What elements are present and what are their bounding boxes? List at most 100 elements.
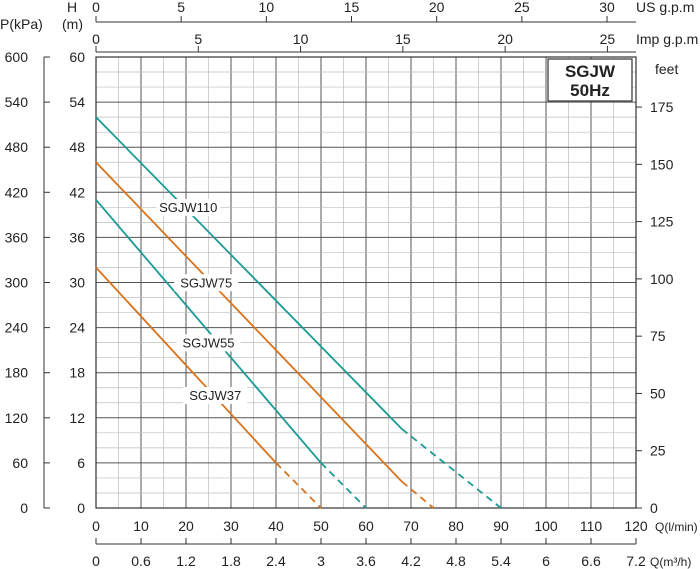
curve-label-sgjw110: SGJW110 (159, 200, 217, 215)
model-badge: SGJW 50Hz (547, 58, 633, 102)
feet-tick-label: 100 (650, 271, 674, 287)
model-badge-box (547, 58, 633, 102)
curve-label-sgjw75: SGJW75 (180, 275, 232, 290)
kpa-tick-label: 60 (12, 455, 28, 471)
head-tick-label: 12 (69, 410, 85, 426)
axes: 0612182430364248546006012018024030036042… (5, 0, 674, 569)
curve-sgjw110-solid (95, 116, 403, 430)
imp-gpm-tick-label: 0 (92, 31, 100, 47)
feet-tick-label: 0 (650, 500, 658, 516)
head-tick-label: 48 (69, 139, 85, 155)
feet-axis-title: feet (655, 61, 678, 77)
feet-tick-label: 150 (650, 156, 674, 172)
kpa-tick-label: 360 (5, 229, 29, 245)
m3h-tick-label: 7.2 (626, 553, 646, 569)
imp-gpm-tick-label: 20 (497, 31, 513, 47)
m3h-tick-label: 3 (317, 553, 325, 569)
curve-sgjw55-dashed (320, 462, 367, 509)
curve-label-bg (176, 334, 241, 352)
pressure-axis-title: P(kPa) (0, 16, 43, 32)
feet-tick-label: 125 (650, 214, 674, 230)
head-tick-label: 36 (69, 229, 85, 245)
us-gpm-tick-label: 20 (429, 0, 445, 15)
grid (95, 56, 637, 509)
curve-label-bg (174, 274, 239, 292)
imp-gpm-tick-label: 5 (194, 31, 202, 47)
head-tick-label: 60 (69, 49, 85, 65)
flow-lmin-tick-label: 80 (448, 518, 464, 534)
head-tick-label: 42 (69, 184, 85, 200)
curve-sgjw37-solid (95, 266, 277, 464)
flow-lmin-tick-label: 20 (178, 518, 194, 534)
kpa-tick-label: 300 (5, 275, 29, 291)
m3h-tick-label: 1.8 (221, 553, 241, 569)
imp-gpm-tick-label: 25 (600, 31, 616, 47)
flow-lmin-tick-label: 0 (92, 518, 100, 534)
head-tick-label: 6 (77, 455, 85, 471)
m3h-tick-label: 3.6 (356, 553, 376, 569)
curve-label-bg (156, 199, 221, 217)
curve-label-sgjw37: SGJW37 (189, 388, 241, 403)
flow-lmin-tick-label: 100 (534, 518, 558, 534)
flow-lmin-tick-label: 50 (313, 518, 329, 534)
kpa-tick-label: 240 (5, 320, 29, 336)
curve-sgjw110-dashed (401, 428, 502, 509)
us-gpm-tick-label: 15 (344, 0, 360, 15)
head-tick-label: 24 (69, 320, 85, 336)
m3h-tick-label: 5.4 (491, 553, 511, 569)
us-gpm-tick-label: 10 (259, 0, 275, 15)
feet-tick-label: 75 (650, 328, 666, 344)
curve-label-bg (183, 387, 248, 405)
m3h-tick-label: 2.4 (266, 553, 286, 569)
flow-lmin-tick-label: 40 (268, 518, 284, 534)
model-badge-frequency: 50Hz (570, 81, 610, 100)
m3h-tick-label: 1.2 (176, 553, 196, 569)
kpa-tick-label: 0 (20, 500, 28, 516)
head-tick-label: 30 (69, 275, 85, 291)
kpa-tick-label: 540 (5, 94, 29, 110)
model-badge-name: SGJW (565, 62, 616, 81)
curve-sgjw75-dashed (401, 481, 435, 509)
head-tick-label: 18 (69, 365, 85, 381)
imp-gpm-tick-label: 15 (395, 31, 411, 47)
kpa-tick-label: 120 (5, 410, 29, 426)
feet-tick-label: 25 (650, 443, 666, 459)
head-axis-title-h: H (67, 0, 77, 15)
us-gpm-tick-label: 5 (177, 0, 185, 15)
kpa-tick-label: 600 (5, 49, 29, 65)
flow-lmin-tick-label: 60 (358, 518, 374, 534)
flow-lmin-tick-label: 30 (223, 518, 239, 534)
series-lines (95, 116, 502, 509)
us-gpm-axis-title: US g.p.m (636, 0, 694, 15)
m3h-tick-label: 0 (92, 553, 100, 569)
feet-tick-label: 50 (650, 385, 666, 401)
m3h-tick-label: 4.8 (446, 553, 466, 569)
flow-m3h-axis-title: Q(m³/h) (650, 555, 691, 569)
kpa-tick-label: 420 (5, 184, 29, 200)
feet-tick-label: 175 (650, 99, 674, 115)
m3h-tick-label: 0.6 (131, 553, 151, 569)
us-gpm-tick-label: 30 (599, 0, 615, 15)
kpa-tick-label: 480 (5, 139, 29, 155)
head-tick-label: 0 (77, 500, 85, 516)
m3h-tick-label: 6 (542, 553, 550, 569)
flow-lmin-tick-label: 90 (493, 518, 509, 534)
curve-sgjw55-solid (95, 199, 322, 464)
imp-gpm-axis-title: Imp g.p.m (636, 31, 698, 47)
m3h-tick-label: 4.2 (401, 553, 421, 569)
flow-lmin-tick-label: 120 (624, 518, 648, 534)
kpa-tick-label: 180 (5, 365, 29, 381)
flow-lmin-tick-label: 10 (133, 518, 149, 534)
us-gpm-tick-label: 25 (514, 0, 530, 15)
m3h-tick-label: 6.6 (581, 553, 601, 569)
curve-sgjw75-solid (95, 161, 403, 483)
imp-gpm-tick-label: 10 (293, 31, 309, 47)
head-tick-label: 54 (69, 94, 85, 110)
us-gpm-tick-label: 0 (92, 0, 100, 15)
flow-lmin-axis-title: Q(l/min) (655, 520, 698, 534)
curve-label-sgjw55: SGJW55 (182, 335, 234, 350)
head-axis-title-m: (m) (62, 16, 83, 32)
flow-lmin-tick-label: 110 (580, 518, 603, 534)
curve-labels: SGJW110 SGJW75 SGJW55 SGJW37 (156, 199, 248, 405)
